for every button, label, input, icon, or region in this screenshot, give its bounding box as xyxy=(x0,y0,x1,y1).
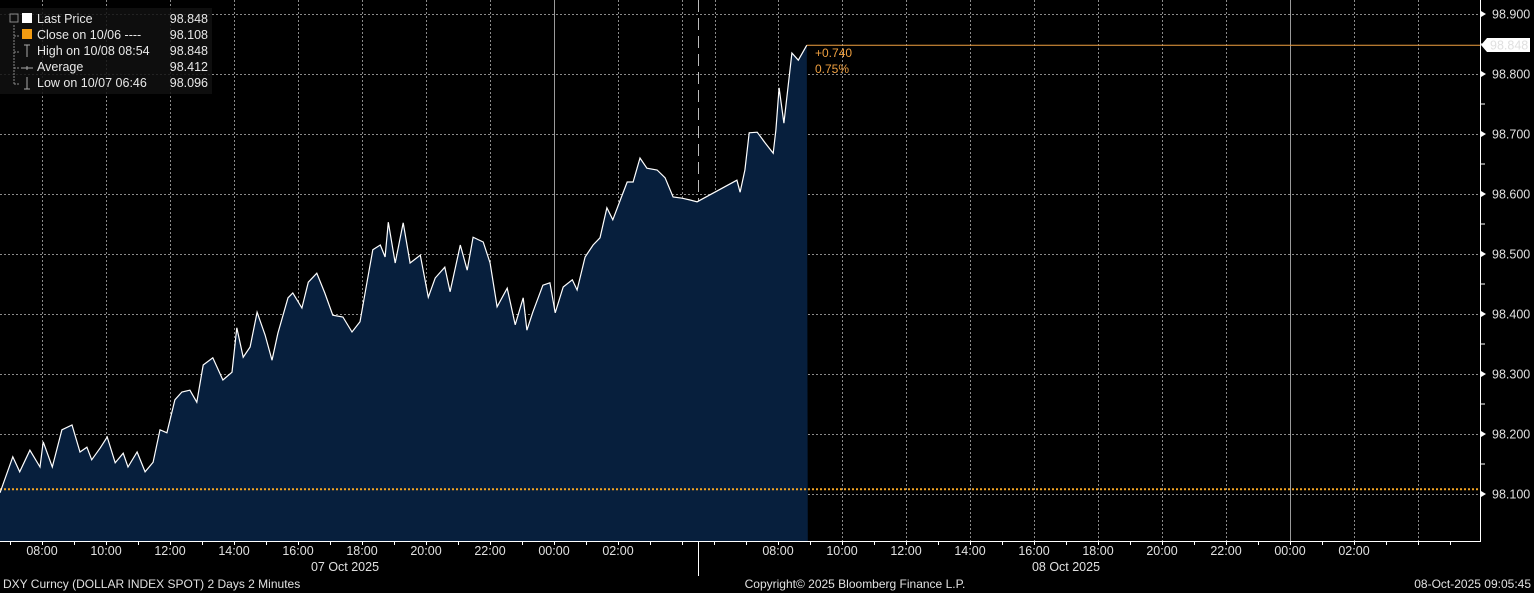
y-tick-label: 98.500 xyxy=(1492,248,1530,262)
y-tick-label: 98.100 xyxy=(1492,488,1530,502)
y-tick-label: 98.800 xyxy=(1492,68,1530,82)
x-tick-label: 16:00 xyxy=(282,544,313,558)
price-area-fill xyxy=(0,45,808,541)
collapse-icon[interactable] xyxy=(9,13,19,23)
white-square-icon xyxy=(22,13,32,23)
legend-value: 98.848 xyxy=(170,44,208,58)
y-tick-label: 98.400 xyxy=(1492,308,1530,322)
x-tick-label: 00:00 xyxy=(1274,544,1305,558)
price-line xyxy=(0,44,808,494)
y-tick-mark xyxy=(1481,191,1486,197)
y-tick-mark xyxy=(1481,311,1486,317)
x-tick-label: 10:00 xyxy=(90,544,121,558)
legend-value: 98.412 xyxy=(170,60,208,74)
y-tick-mark xyxy=(1481,71,1486,77)
legend-label: High on 10/08 08:54 xyxy=(37,44,150,58)
x-tick-label: 22:00 xyxy=(474,544,505,558)
x-tick-label: 14:00 xyxy=(954,544,985,558)
x-tick-label: 18:00 xyxy=(346,544,377,558)
legend-value: 98.108 xyxy=(170,28,208,42)
high-marker-icon xyxy=(24,44,30,57)
orange-square-icon xyxy=(22,29,32,39)
x-tick-label: 20:00 xyxy=(1146,544,1177,558)
y-tick-mark xyxy=(1481,131,1486,137)
x-tick-label: 20:00 xyxy=(410,544,441,558)
y-tick-label: 98.700 xyxy=(1492,128,1530,142)
y-tick-mark xyxy=(1481,491,1486,497)
x-tick-label: 12:00 xyxy=(890,544,921,558)
x-axis-date-day2: 08 Oct 2025 xyxy=(1032,560,1100,574)
y-tick-mark xyxy=(1481,251,1486,257)
x-tick-label: 00:00 xyxy=(538,544,569,558)
x-tick-label: 10:00 xyxy=(826,544,857,558)
x-tick-label: 18:00 xyxy=(1082,544,1113,558)
x-tick-label: 14:00 xyxy=(218,544,249,558)
y-tick-label: 98.900 xyxy=(1492,8,1530,22)
y-tick-mark xyxy=(1481,431,1486,437)
security-description: DXY Curncy (DOLLAR INDEX SPOT) 2 Days 2 … xyxy=(3,577,300,591)
legend: Last Price 98.848 Close on 10/06 ---- 98… xyxy=(0,8,212,94)
x-tick-label: 16:00 xyxy=(1018,544,1049,558)
svg-text:98.848: 98.848 xyxy=(1490,39,1528,53)
y-tick-mark xyxy=(1481,371,1486,377)
legend-value: 98.848 xyxy=(170,12,208,26)
change-annotation: +0.740 xyxy=(815,46,852,60)
x-axis: 08:00 10:00 12:00 14:00 16:00 18:00 20:00 22:00… xyxy=(10,541,1451,558)
x-tick-label: 02:00 xyxy=(602,544,633,558)
low-marker-icon xyxy=(24,77,30,90)
y-tick-label: 98.300 xyxy=(1492,368,1530,382)
x-tick-label: 08:00 xyxy=(26,544,57,558)
y-tick-label: 98.600 xyxy=(1492,188,1530,202)
x-tick-label: 22:00 xyxy=(1210,544,1241,558)
timestamp: 08-Oct-2025 09:05:45 xyxy=(1414,577,1531,591)
x-tick-label: 12:00 xyxy=(154,544,185,558)
x-tick-label: 02:00 xyxy=(1338,544,1369,558)
y-axis: 98.100 98.200 98.300 98.400 98.500 98.600 98.7… xyxy=(1480,8,1530,502)
average-marker-icon xyxy=(21,66,33,70)
y-tick-mark xyxy=(1481,11,1486,17)
legend-label: Low on 10/07 06:46 xyxy=(37,76,147,90)
copyright: Copyright© 2025 Bloomberg Finance L.P. xyxy=(745,577,966,591)
legend-label: Average xyxy=(37,60,83,74)
legend-value: 98.096 xyxy=(170,76,208,90)
x-axis-date-day1: 07 Oct 2025 xyxy=(311,560,379,574)
x-tick-label: 08:00 xyxy=(762,544,793,558)
change-pct-annotation: 0.75% xyxy=(815,62,849,76)
last-price-tag: 98.848 xyxy=(1481,38,1530,53)
y-tick-label: 98.200 xyxy=(1492,428,1530,442)
legend-label: Close on 10/06 ---- xyxy=(37,28,141,42)
legend-label: Last Price xyxy=(37,12,93,26)
